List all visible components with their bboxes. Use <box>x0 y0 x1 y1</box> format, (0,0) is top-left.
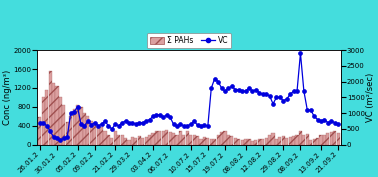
Bar <box>223 132 226 145</box>
Bar <box>162 132 165 145</box>
Bar <box>309 139 312 145</box>
Bar <box>62 105 65 145</box>
Bar <box>285 138 288 145</box>
Bar <box>169 132 172 145</box>
Bar <box>227 135 230 145</box>
Bar <box>248 139 251 145</box>
Bar <box>203 137 206 145</box>
Bar <box>86 116 89 145</box>
Bar <box>38 117 41 145</box>
Bar <box>261 139 264 145</box>
Bar <box>206 138 209 145</box>
Bar <box>230 136 233 145</box>
Bar <box>107 135 110 145</box>
Bar <box>302 135 305 145</box>
Bar <box>330 132 333 145</box>
Bar <box>141 138 144 145</box>
Bar <box>237 139 240 145</box>
Bar <box>313 139 316 145</box>
Bar <box>110 138 113 145</box>
Bar <box>182 135 185 145</box>
Bar <box>90 121 93 145</box>
Bar <box>172 133 175 145</box>
Bar <box>220 132 223 145</box>
Bar <box>148 135 151 145</box>
Legend: Σ PAHs, VC: Σ PAHs, VC <box>147 33 231 48</box>
Bar <box>175 135 178 145</box>
Bar <box>299 132 302 145</box>
Bar <box>258 139 261 145</box>
Bar <box>152 133 155 145</box>
Bar <box>114 131 117 145</box>
Bar <box>48 72 52 145</box>
Bar <box>292 136 295 145</box>
Bar <box>319 135 322 145</box>
Bar <box>251 141 254 145</box>
Bar <box>52 83 55 145</box>
Bar <box>282 136 285 145</box>
Bar <box>289 137 292 145</box>
Y-axis label: Conc (ng/m³): Conc (ng/m³) <box>3 70 12 125</box>
Bar <box>179 131 182 145</box>
Bar <box>155 132 158 145</box>
Bar <box>76 105 79 145</box>
Bar <box>45 90 48 145</box>
Bar <box>241 140 244 145</box>
Bar <box>333 131 336 145</box>
Bar <box>158 131 161 145</box>
Bar <box>213 139 216 145</box>
Bar <box>73 109 76 145</box>
Bar <box>134 138 137 145</box>
Bar <box>275 139 278 145</box>
Bar <box>186 132 189 145</box>
Bar <box>254 139 257 145</box>
Bar <box>337 133 340 145</box>
Bar <box>131 137 134 145</box>
Bar <box>117 135 120 145</box>
Bar <box>200 139 203 145</box>
Y-axis label: VC (m²/sec): VC (m²/sec) <box>366 73 375 122</box>
Bar <box>100 127 103 145</box>
Bar <box>217 135 220 145</box>
Bar <box>326 133 330 145</box>
Bar <box>121 135 124 145</box>
Bar <box>145 137 148 145</box>
Bar <box>79 107 82 145</box>
Bar <box>42 98 45 145</box>
Bar <box>271 133 274 145</box>
Bar <box>193 135 196 145</box>
Bar <box>265 138 268 145</box>
Bar <box>323 135 326 145</box>
Bar <box>59 98 62 145</box>
Bar <box>165 130 168 145</box>
Bar <box>316 138 319 145</box>
Bar <box>278 137 282 145</box>
Bar <box>189 135 192 145</box>
Bar <box>124 138 127 145</box>
Bar <box>268 135 271 145</box>
Bar <box>104 131 107 145</box>
Bar <box>56 86 59 145</box>
Bar <box>127 140 130 145</box>
Bar <box>210 139 213 145</box>
Bar <box>69 116 72 145</box>
Bar <box>306 134 309 145</box>
Bar <box>244 139 247 145</box>
Bar <box>93 125 96 145</box>
Bar <box>296 135 299 145</box>
Bar <box>196 136 199 145</box>
Bar <box>96 126 100 145</box>
Bar <box>83 113 86 145</box>
Bar <box>66 122 69 145</box>
Bar <box>138 136 141 145</box>
Bar <box>234 138 237 145</box>
